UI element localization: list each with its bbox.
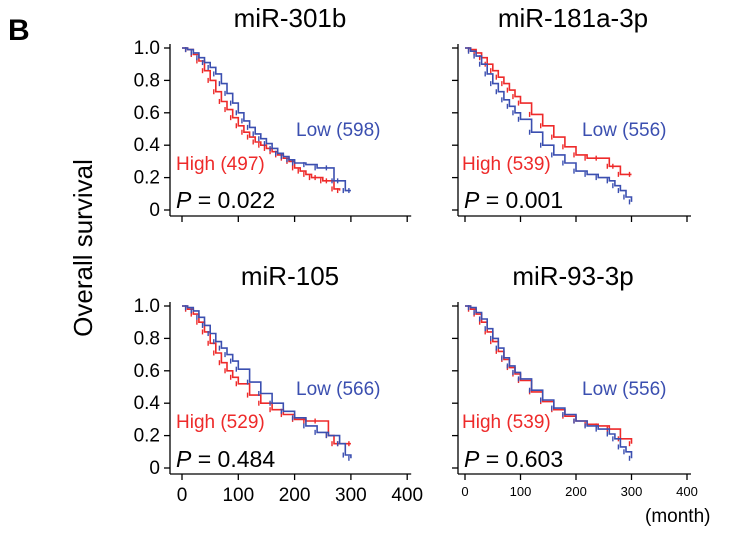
legend-label-low: Low (556): [582, 120, 667, 141]
x-tick-label: 300: [621, 484, 643, 499]
y-tick-label: 0.8: [134, 328, 160, 349]
panel-letter: B: [8, 14, 30, 47]
y-tick-label: 0.2: [134, 168, 160, 189]
y-tick-label: 0.4: [134, 393, 161, 414]
x-tick-label: 400: [676, 484, 698, 499]
x-tick-label: 0: [177, 485, 188, 506]
y-tick-label: 0.6: [134, 361, 160, 382]
panel-title: miR-105: [241, 261, 339, 291]
x-tick-label: 300: [335, 485, 367, 506]
p-value-label: P = 0.022: [176, 187, 275, 213]
x-tick-label: 200: [279, 485, 311, 506]
x-unit-label: (month): [645, 506, 710, 527]
y-tick-label: 0: [149, 200, 160, 221]
y-tick-label: 1.0: [134, 38, 160, 59]
km-panel: miR-105 0 0.2 0.4 0.6 0.8 1.0 0 100 200 300 400 High…: [134, 261, 423, 506]
x-tick-label: 200: [565, 484, 587, 499]
y-tick-label: 1.0: [134, 296, 160, 317]
survival-curve-high: [465, 47, 632, 176]
chart-panels: miR-301b 0 0.2 0.4 0.6 0.8 1.0 High (497) Low (5…: [134, 3, 698, 506]
y-tick-label: 0.2: [134, 426, 160, 447]
p-value-label: P = 0.001: [464, 187, 563, 213]
legend-label-high: High (539): [462, 154, 551, 175]
survival-curve-low: [182, 305, 352, 459]
km-panel: miR-301b 0 0.2 0.4 0.6 0.8 1.0 High (497) Low (5…: [134, 3, 412, 222]
y-tick-label: 0: [149, 458, 160, 479]
panel-title: miR-93-3p: [512, 261, 633, 291]
x-tick-label: 100: [222, 485, 254, 506]
y-tick-label: 0.8: [134, 70, 160, 91]
panel-title: miR-181a-3p: [498, 3, 648, 33]
legend-label-high: High (497): [176, 154, 265, 175]
legend-label-low: Low (566): [296, 379, 381, 400]
y-tick-label: 0.4: [134, 135, 161, 156]
survival-curve-low: [465, 305, 633, 459]
km-panel: miR-181a-3p High (539) Low (556) P = 0.001: [452, 3, 691, 222]
survival-curve-low: [182, 47, 351, 192]
y-tick-label: 0.6: [134, 103, 160, 124]
legend-label-high: High (539): [462, 412, 551, 433]
panel-title: miR-301b: [234, 3, 347, 33]
x-tick-label: 100: [510, 484, 532, 499]
y-axis-label: Overall survival: [68, 159, 98, 337]
km-panel: miR-93-3p 0 100 200 300 400 High (539) Low (556…: [452, 261, 698, 499]
survival-curve-low: [465, 47, 633, 202]
survival-curve-high: [182, 305, 351, 445]
legend-label-high: High (529): [176, 412, 265, 433]
x-tick-label: 0: [461, 484, 468, 499]
legend-label-low: Low (598): [296, 120, 381, 141]
survival-curve-high: [182, 47, 341, 191]
x-tick-label: 400: [391, 485, 423, 506]
survival-curve-high: [465, 305, 633, 444]
p-value-label: P = 0.603: [464, 446, 563, 472]
p-value-label: P = 0.484: [176, 446, 275, 472]
legend-label-low: Low (556): [582, 379, 667, 400]
